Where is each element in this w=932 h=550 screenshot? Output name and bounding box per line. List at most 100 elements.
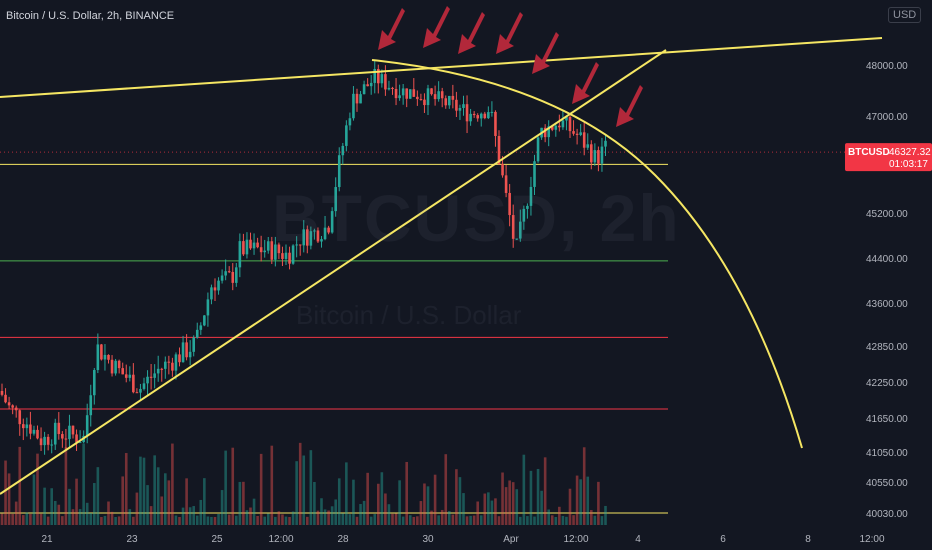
volume-bar: [185, 478, 188, 525]
candle-body: [451, 95, 455, 100]
candle-body: [586, 144, 590, 148]
candle-body: [249, 239, 252, 249]
candle-body: [29, 424, 32, 434]
candle-body: [185, 342, 188, 358]
candle-body: [281, 253, 284, 259]
volume-bar: [462, 493, 465, 525]
volume-bar: [110, 511, 114, 525]
volume-bar: [316, 510, 320, 525]
volume-bar: [298, 442, 302, 525]
volume-bar: [490, 500, 494, 525]
volume-bar: [114, 517, 117, 525]
candle-body: [85, 415, 89, 436]
volume-bar: [572, 515, 575, 525]
volume-bar: [533, 516, 536, 525]
candle-body: [224, 271, 227, 276]
volume-bar: [32, 474, 36, 525]
candle-body: [593, 150, 597, 163]
volume-bar: [217, 513, 220, 525]
volume-bar: [430, 510, 433, 525]
volume-bar: [458, 477, 462, 525]
candle-body: [57, 422, 61, 435]
volume-bar: [11, 513, 14, 525]
volume-bar: [132, 516, 135, 525]
candle-body: [575, 133, 579, 135]
candle-body: [597, 150, 600, 164]
volume-bar: [142, 457, 146, 525]
candle-body: [568, 116, 572, 132]
volume-bar: [78, 509, 82, 525]
volume-bar: [366, 472, 369, 525]
candle-body: [384, 74, 387, 90]
candle-body: [529, 186, 533, 206]
candle-body: [391, 87, 394, 89]
candle-body: [220, 275, 224, 281]
volume-bar: [188, 507, 192, 525]
volume-bar: [575, 475, 579, 525]
volume-bar: [568, 488, 572, 525]
candle-body: [270, 241, 274, 260]
volume-bar: [540, 490, 543, 525]
candle-body: [405, 88, 408, 99]
candle-body: [337, 155, 341, 188]
price-axis: [863, 0, 932, 528]
volume-bar: [455, 469, 458, 525]
candle-body: [53, 422, 57, 445]
volume-bar: [14, 501, 18, 525]
candle-body: [330, 211, 334, 233]
candle-body: [124, 374, 128, 378]
candle-body: [355, 93, 359, 104]
volume-bar: [487, 492, 490, 525]
candle-body: [345, 125, 348, 146]
currency-button[interactable]: USD: [888, 7, 922, 23]
volume-bar: [597, 481, 600, 525]
volume-bar: [323, 509, 327, 525]
volume-bar: [121, 476, 124, 525]
symbol-title[interactable]: Bitcoin / U.S. Dollar, 2h, BINANCE: [6, 10, 175, 22]
volume-bar: [199, 499, 203, 525]
candle-body: [288, 252, 291, 264]
candle-body: [522, 208, 526, 222]
x-tick-label: 21: [41, 534, 53, 545]
candle-body: [494, 111, 497, 136]
candle-body: [394, 88, 398, 99]
volume-bar: [4, 460, 7, 525]
volume-bar: [0, 513, 4, 525]
candle-body: [93, 370, 96, 396]
candle-body: [107, 354, 110, 360]
volume-bar: [391, 513, 394, 525]
red-arrow-icon: [423, 6, 450, 48]
candle-body: [227, 271, 231, 273]
candle-body: [458, 107, 462, 111]
volume-bar: [330, 506, 334, 525]
volume-bar: [39, 513, 43, 525]
volume-bar: [302, 455, 306, 525]
watermark-name: Bitcoin / U.S. Dollar: [296, 300, 522, 330]
candle-body: [490, 111, 494, 113]
volume-bar: [604, 505, 607, 525]
candle-body: [14, 407, 18, 411]
candle-body: [39, 438, 43, 446]
candle-body: [334, 187, 337, 212]
candle-body: [590, 144, 593, 163]
volume-bar: [579, 479, 582, 525]
candle-body: [359, 94, 362, 104]
volume-bar: [139, 456, 142, 525]
candle-body: [316, 230, 320, 242]
candle-body: [75, 434, 78, 443]
x-tick-label: 28: [337, 534, 349, 545]
candle-body: [156, 368, 160, 374]
x-tick-label: 6: [720, 534, 726, 545]
volume-bar: [501, 472, 504, 525]
watermark-ticker: BTCUSD, 2h: [272, 181, 681, 255]
volume-bar: [369, 516, 373, 525]
candle-body: [242, 241, 245, 255]
volume-bar: [153, 455, 156, 525]
volume-bar: [408, 515, 412, 525]
red-arrow-icon: [532, 32, 559, 74]
volume-bar: [149, 506, 153, 525]
candle-body: [167, 361, 171, 363]
volume-bar: [380, 472, 384, 525]
candle-body: [302, 229, 306, 246]
